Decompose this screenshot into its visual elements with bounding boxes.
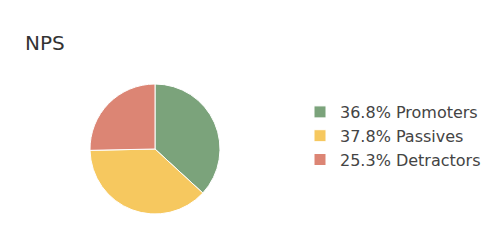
svg-text:36.8% Promoters: 36.8% Promoters <box>340 103 478 122</box>
svg-text:37.8% Passives: 37.8% Passives <box>340 127 463 146</box>
svg-text:NPS: NPS <box>25 31 65 55</box>
svg-text:25.3% Detractors: 25.3% Detractors <box>340 151 481 170</box>
